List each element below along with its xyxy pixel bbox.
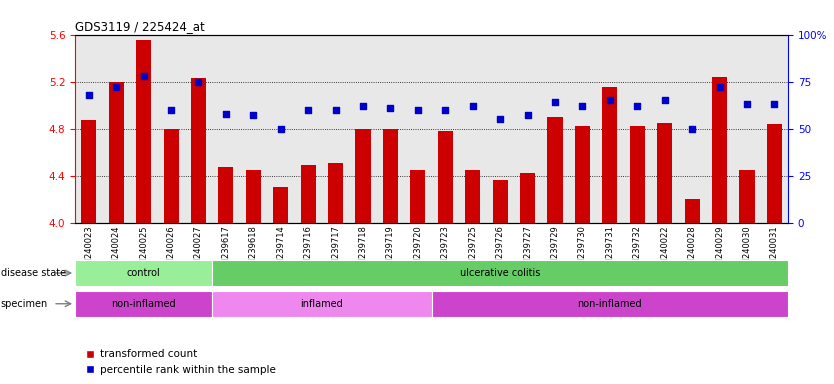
Point <box>329 107 342 113</box>
Bar <box>212 291 432 317</box>
Text: non-inflamed: non-inflamed <box>578 299 642 309</box>
Point <box>603 98 616 104</box>
Point <box>521 113 535 119</box>
Point <box>768 101 781 107</box>
Point <box>247 113 260 119</box>
Text: disease state: disease state <box>1 268 66 278</box>
Bar <box>712 77 727 223</box>
Point <box>741 101 754 107</box>
Bar <box>355 129 370 223</box>
Bar <box>81 121 96 223</box>
Bar <box>328 163 343 223</box>
Bar <box>575 126 590 223</box>
Text: specimen: specimen <box>1 299 48 309</box>
Bar <box>432 291 788 317</box>
Bar <box>602 88 617 223</box>
Point <box>686 126 699 132</box>
Point <box>164 107 178 113</box>
Bar <box>410 170 425 223</box>
Point <box>494 116 507 122</box>
Point <box>356 103 369 109</box>
Point <box>384 105 397 111</box>
Text: inflamed: inflamed <box>300 299 344 309</box>
Text: control: control <box>127 268 160 278</box>
Point <box>713 84 726 90</box>
Bar <box>136 40 151 223</box>
Bar <box>212 260 788 286</box>
Text: non-inflamed: non-inflamed <box>111 299 176 309</box>
Point <box>137 73 150 79</box>
Bar <box>191 78 206 223</box>
Point <box>439 107 452 113</box>
Text: ulcerative colitis: ulcerative colitis <box>460 268 540 278</box>
Point <box>658 98 671 104</box>
Point <box>548 99 561 105</box>
Point <box>411 107 425 113</box>
Bar <box>300 165 316 223</box>
Point <box>466 103 480 109</box>
Legend: transformed count, percentile rank within the sample: transformed count, percentile rank withi… <box>80 345 280 379</box>
Bar <box>163 129 178 223</box>
Bar <box>630 126 645 223</box>
Point <box>575 103 589 109</box>
Text: GDS3119 / 225424_at: GDS3119 / 225424_at <box>75 20 205 33</box>
Point <box>109 84 123 90</box>
Point <box>274 126 288 132</box>
Point <box>631 103 644 109</box>
Bar <box>740 170 755 223</box>
Point <box>192 79 205 85</box>
Bar <box>520 173 535 223</box>
Bar <box>75 260 212 286</box>
Point <box>302 107 315 113</box>
Bar <box>767 124 782 223</box>
Bar <box>685 199 700 223</box>
Point <box>82 92 95 98</box>
Bar <box>547 117 563 223</box>
Bar <box>657 123 672 223</box>
Bar <box>438 131 453 223</box>
Bar <box>274 187 289 223</box>
Bar <box>219 167 234 223</box>
Bar <box>493 180 508 223</box>
Bar <box>246 170 261 223</box>
Bar <box>108 81 123 223</box>
Bar <box>75 291 212 317</box>
Point <box>219 111 233 117</box>
Bar <box>465 170 480 223</box>
Bar <box>383 129 398 223</box>
